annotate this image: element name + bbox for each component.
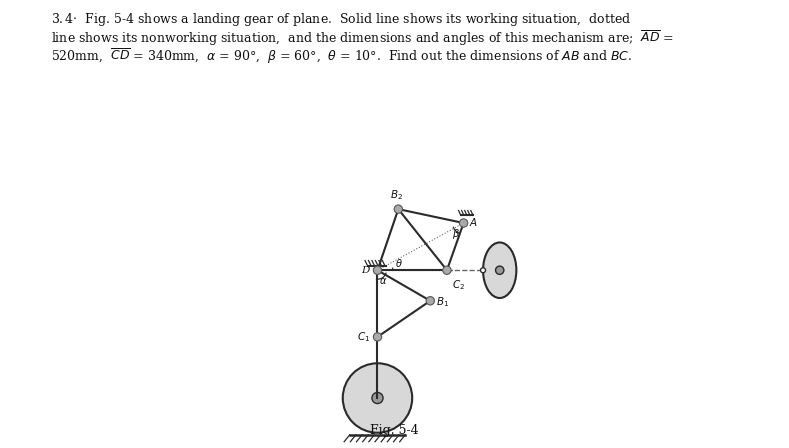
Text: $\theta$: $\theta$: [394, 257, 402, 269]
Text: $\beta$: $\beta$: [452, 227, 460, 241]
Circle shape: [495, 266, 504, 274]
Circle shape: [481, 268, 485, 273]
Text: $B_1$: $B_1$: [436, 295, 449, 309]
Circle shape: [426, 297, 435, 305]
Text: $C_1$: $C_1$: [357, 330, 370, 344]
Text: $\alpha$: $\alpha$: [379, 276, 387, 286]
Ellipse shape: [483, 242, 516, 298]
Text: 3.$\,$4$\cdot$  Fig. 5-4 shows a landing gear of plane.  Solid line shows its wo: 3.$\,$4$\cdot$ Fig. 5-4 shows a landing …: [51, 11, 631, 28]
Text: line shows its nonworking situation,  and the dimensions and angles of this mech: line shows its nonworking situation, and…: [51, 29, 675, 48]
Circle shape: [342, 363, 412, 433]
Circle shape: [373, 333, 382, 341]
Circle shape: [394, 205, 402, 213]
Text: $A$: $A$: [469, 215, 478, 228]
Text: 520mm,  $\overline{CD}$ = 340mm,  $\alpha$ = 90$°$,  $\beta$ = 60$°$,  $\theta$ : 520mm, $\overline{CD}$ = 340mm, $\alpha$…: [51, 47, 633, 66]
Circle shape: [459, 219, 468, 227]
Text: D: D: [361, 266, 370, 275]
Text: $C_2$: $C_2$: [452, 279, 466, 293]
Text: $B_2$: $B_2$: [391, 188, 403, 202]
Text: Fig. 5-4: Fig. 5-4: [370, 424, 419, 437]
Circle shape: [373, 266, 382, 274]
Circle shape: [372, 392, 383, 404]
Circle shape: [443, 266, 451, 274]
